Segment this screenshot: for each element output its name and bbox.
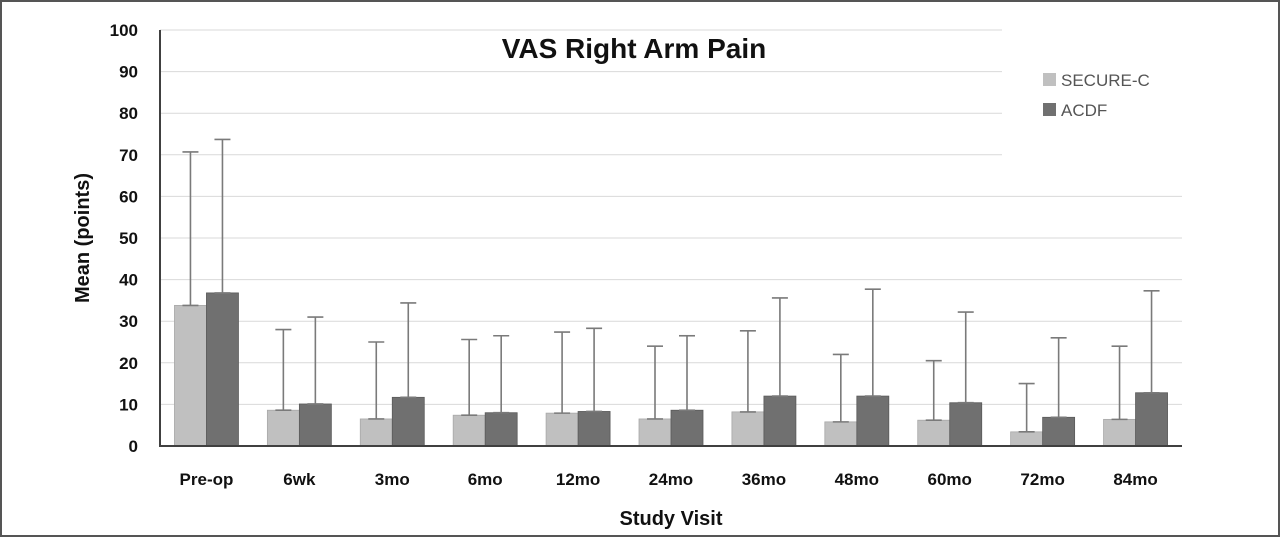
- x-tick-label: 3mo: [375, 470, 410, 489]
- x-tick-label: Pre-op: [180, 470, 234, 489]
- axes-layer: [159, 30, 1182, 447]
- x-tick-label: 6mo: [468, 470, 503, 489]
- legend: SECURE-C ACDF: [1043, 71, 1150, 120]
- y-tick-label: 0: [129, 437, 138, 456]
- labels-layer: 0 10 20 30 40 50 60 70 80 90 100 Pre-op 6wk 3mo 6mo 12m…: [110, 21, 1158, 489]
- legend-swatch: [1043, 103, 1056, 116]
- x-tick-label: 6wk: [283, 470, 316, 489]
- bar: [452, 414, 486, 447]
- x-tick-label: 84mo: [1113, 470, 1157, 489]
- bar: [670, 409, 704, 447]
- legend-swatch: [1043, 73, 1056, 86]
- bar: [1010, 431, 1044, 447]
- bar: [1103, 418, 1136, 447]
- bar: [174, 304, 207, 447]
- y-tick-label: 50: [119, 229, 138, 248]
- x-tick-label: 60mo: [928, 470, 972, 489]
- bar: [856, 395, 890, 447]
- bar: [824, 421, 858, 447]
- y-tick-label: 30: [119, 312, 138, 331]
- x-tick-label: 72mo: [1020, 470, 1064, 489]
- x-tick-label: 12mo: [556, 470, 600, 489]
- bar: [917, 419, 951, 447]
- legend-label: SECURE-C: [1061, 71, 1150, 90]
- bar: [391, 396, 425, 447]
- bar: [731, 411, 765, 447]
- y-tick-label: 80: [119, 104, 138, 123]
- bars-layer: [174, 138, 1168, 447]
- bar: [638, 418, 672, 447]
- bar: [1042, 416, 1076, 447]
- y-tick-label: 70: [119, 146, 138, 165]
- x-tick-label: 24mo: [649, 470, 693, 489]
- bar: [763, 395, 797, 447]
- bar: [484, 412, 518, 447]
- bar: [359, 418, 393, 447]
- y-tick-label: 60: [119, 187, 138, 206]
- x-tick-label: 48mo: [835, 470, 879, 489]
- bar: [206, 292, 239, 447]
- bar: [577, 411, 611, 447]
- y-tick-label: 90: [119, 63, 138, 82]
- bar: [266, 409, 300, 447]
- x-tick-label: 36mo: [742, 470, 786, 489]
- bar: [298, 403, 332, 447]
- bar: [949, 402, 983, 447]
- y-tick-label: 100: [110, 21, 138, 40]
- bar: [545, 412, 579, 447]
- y-tick-label: 40: [119, 271, 138, 290]
- x-axis-title: Study Visit: [620, 508, 723, 530]
- bar: [1135, 392, 1168, 447]
- y-axis-title: Mean (points): [72, 173, 94, 303]
- chart-title: VAS Right Arm Pain: [502, 33, 766, 64]
- y-tick-label: 10: [119, 395, 138, 414]
- legend-label: ACDF: [1061, 101, 1107, 120]
- y-tick-label: 20: [119, 354, 138, 373]
